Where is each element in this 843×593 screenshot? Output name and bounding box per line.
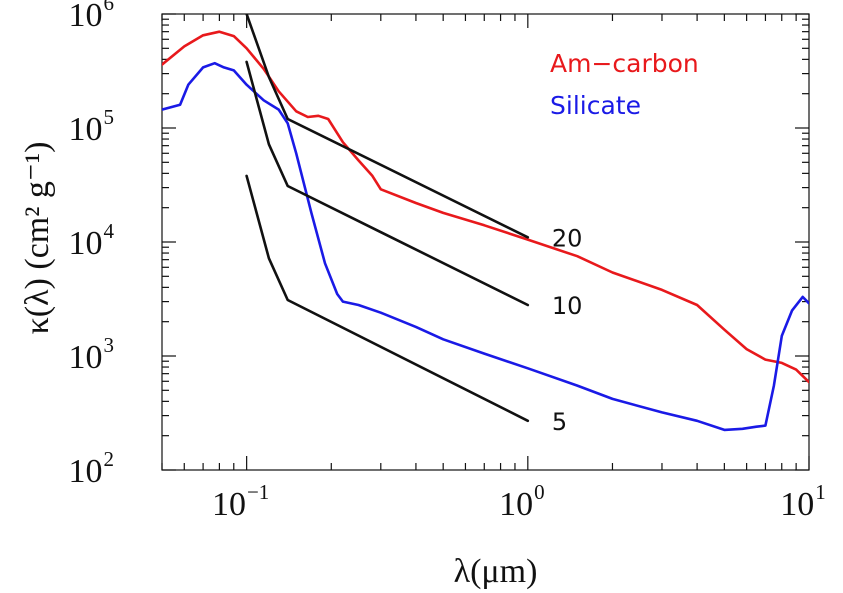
x-tick-label: 101	[780, 480, 826, 523]
series-line-silicate	[162, 61, 809, 432]
y-tick-label: 102	[69, 447, 115, 490]
y-tick-label: 106	[69, 0, 115, 34]
reference-line-label: 20	[552, 224, 583, 252]
reference-line-10	[245, 60, 530, 307]
reference-line-5	[245, 174, 530, 423]
series-line-am-carbon	[162, 30, 809, 384]
y-tick-exponent: 3	[104, 333, 115, 357]
x-tick-exponent: −1	[247, 480, 269, 504]
reference-line-label: 10	[552, 292, 583, 320]
x-tick-label: 100	[499, 480, 545, 523]
x-tick-label: 10−1	[212, 480, 269, 523]
reference-line-20	[245, 14, 530, 239]
plot-frame	[161, 13, 810, 471]
y-tick-exponent: 6	[104, 0, 115, 15]
y-tick-exponent: 4	[104, 219, 115, 243]
y-tick-exponent: 2	[104, 447, 115, 471]
y-tick-label: 104	[69, 219, 115, 262]
legend-entry: Silicate	[550, 91, 641, 120]
x-tick-exponent: 1	[815, 480, 826, 504]
reference-line-label: 5	[552, 408, 567, 436]
x-tick-exponent: 0	[534, 480, 545, 504]
y-tick-label: 105	[69, 105, 115, 148]
x-axis-title: λ(μm)	[454, 553, 538, 590]
y-axis-title: κ(λ) (cm² g⁻¹)	[19, 142, 56, 335]
y-tick-label: 103	[69, 333, 115, 376]
legend-entry: Am−carbon	[550, 49, 699, 78]
y-tick-exponent: 5	[104, 105, 115, 129]
